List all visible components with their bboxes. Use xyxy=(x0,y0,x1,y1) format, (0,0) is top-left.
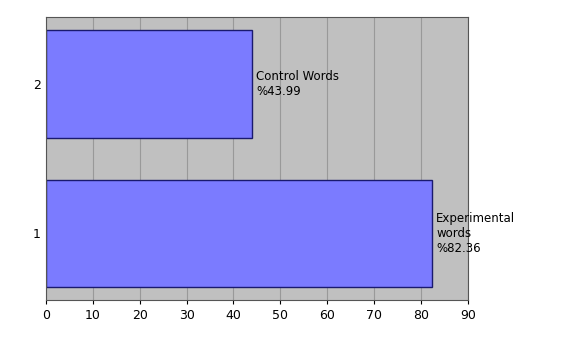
Text: Control Words
%43.99: Control Words %43.99 xyxy=(256,70,339,98)
Bar xyxy=(46,179,432,287)
Bar xyxy=(46,30,252,138)
Text: Experimental
words
%82.36: Experimental words %82.36 xyxy=(436,212,515,255)
